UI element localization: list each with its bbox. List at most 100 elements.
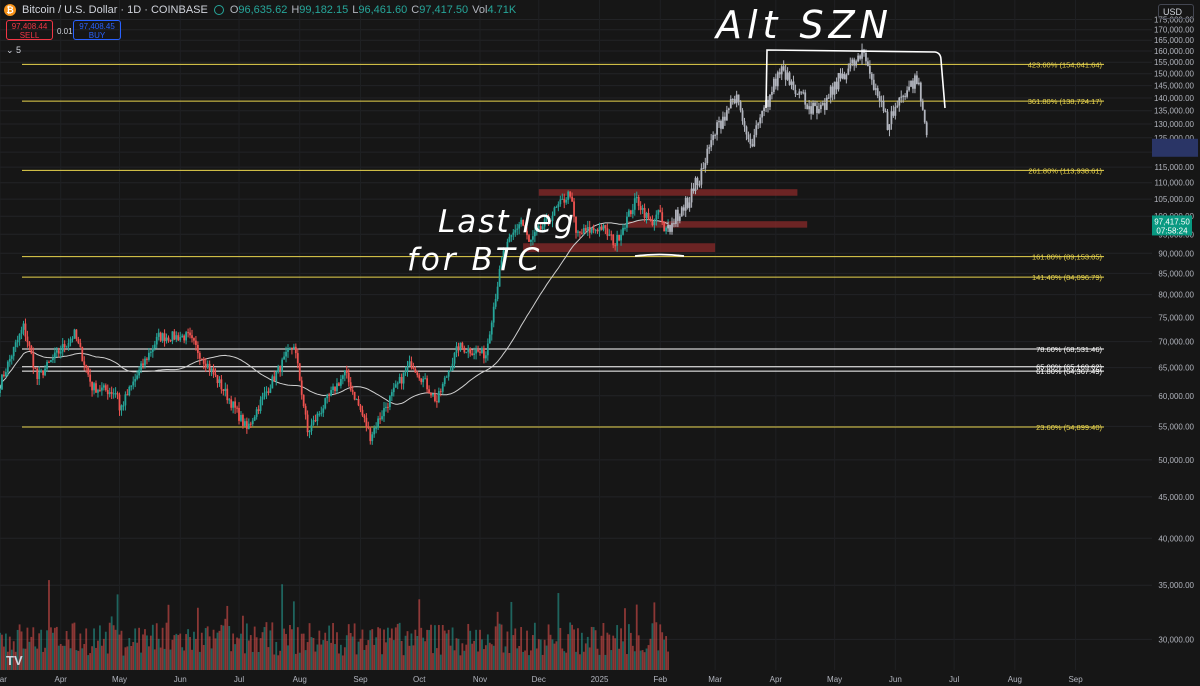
candle-body xyxy=(535,230,538,233)
candle-body xyxy=(4,372,7,377)
projection-candle-body xyxy=(915,75,918,85)
candle-body xyxy=(416,372,419,376)
spread-value: 0.01 xyxy=(57,27,73,36)
currency-selector[interactable]: USD xyxy=(1158,4,1194,19)
candle-body xyxy=(106,390,109,395)
projection-candle-body xyxy=(904,95,907,97)
projection-candle-body xyxy=(772,78,775,92)
volume-bar xyxy=(216,632,219,670)
projection-candle-body xyxy=(923,109,926,123)
volume-bar xyxy=(392,640,395,670)
projection-candle-body xyxy=(898,97,901,106)
candle-body xyxy=(522,219,525,226)
candle-body xyxy=(387,406,389,408)
volume-bar xyxy=(369,630,372,670)
candle-body xyxy=(475,350,477,354)
volume-bar xyxy=(563,651,566,670)
projection-candle-body xyxy=(888,124,891,130)
x-tick-label: Mar xyxy=(0,675,7,684)
candle-body xyxy=(57,350,60,354)
candle-body xyxy=(357,399,360,406)
candle-body xyxy=(81,346,84,362)
candle-body xyxy=(477,350,479,352)
candle-body xyxy=(302,394,305,407)
candle-body xyxy=(404,370,407,373)
volume-bar xyxy=(69,648,72,670)
candle-body xyxy=(34,367,37,369)
y-tick-label: 110,000.00 xyxy=(1155,179,1195,188)
volume-bar xyxy=(561,648,564,670)
volume-bar xyxy=(261,632,264,670)
volume-bar xyxy=(375,637,378,670)
candle-body xyxy=(508,236,511,242)
volume-bar xyxy=(557,593,560,670)
indicator-collapse-button[interactable]: ⌄ 5 xyxy=(6,45,22,55)
projection-candle-body xyxy=(782,66,785,71)
volume-bar xyxy=(479,629,481,670)
volume-bar xyxy=(410,633,413,670)
projection-candle-body xyxy=(919,82,922,102)
volume-bar xyxy=(12,641,15,670)
projection-candle-body xyxy=(729,99,732,109)
candle-body xyxy=(218,379,221,384)
candle-body xyxy=(44,368,46,376)
volume-bar xyxy=(361,629,364,670)
volume-bar xyxy=(420,627,423,670)
candle-body xyxy=(635,196,638,199)
volume-bar xyxy=(339,644,342,670)
candle-body xyxy=(242,414,244,426)
volume-bar xyxy=(449,645,452,670)
volume-bar xyxy=(667,651,669,670)
candle-body xyxy=(412,367,415,370)
volume-bar xyxy=(441,624,444,670)
volume-bar xyxy=(653,602,656,670)
fib-label: 65.00% (65,169.62) xyxy=(1036,363,1102,372)
projection-candle-body xyxy=(694,177,697,192)
projection-candle-body xyxy=(865,52,867,62)
candle-body xyxy=(200,358,203,360)
candle-body xyxy=(439,391,442,393)
candle-body xyxy=(414,369,417,373)
projection-candle-body xyxy=(884,111,887,113)
candle-body xyxy=(53,352,56,359)
symbol-title[interactable]: Bitcoin / U.S. Dollar · 1D · COINBASE xyxy=(22,4,208,16)
volume-bar xyxy=(208,636,211,670)
price-axis-bg xyxy=(1152,0,1200,686)
volume-bar xyxy=(457,638,460,670)
candle-body xyxy=(3,374,5,377)
x-tick-label: Mar xyxy=(708,675,722,684)
candle-body xyxy=(445,376,448,378)
volume-bar xyxy=(289,625,291,670)
buy-button[interactable]: 97,408.45 BUY xyxy=(73,20,121,40)
candle-body xyxy=(663,222,666,232)
candle-body xyxy=(408,361,411,367)
volume-bar xyxy=(592,627,595,670)
projection-candle-body xyxy=(810,106,813,114)
candle-body xyxy=(69,339,72,343)
sell-button[interactable]: 97,408.44 SELL xyxy=(6,20,53,40)
volume-bar xyxy=(81,648,84,670)
volume-bar xyxy=(296,627,299,670)
candle-body xyxy=(130,385,133,387)
y-tick-label: 80,000.00 xyxy=(1158,291,1194,300)
projection-candle-body xyxy=(819,104,822,110)
candle-body xyxy=(18,333,21,340)
candle-body xyxy=(341,375,344,379)
volume-bar xyxy=(463,650,466,670)
candle-body xyxy=(269,388,272,393)
volume-bar xyxy=(222,625,225,670)
candle-body xyxy=(435,401,438,403)
candle-body xyxy=(195,340,197,345)
projection-candle-body xyxy=(835,81,838,90)
volume-bar xyxy=(541,654,544,670)
candle-body xyxy=(655,214,658,221)
candle-body xyxy=(610,234,613,236)
volume-bar xyxy=(175,633,178,670)
projection-candle-body xyxy=(686,197,689,208)
projection-candle-body xyxy=(790,81,793,85)
projection-candle-body xyxy=(786,72,789,80)
x-tick-label: Aug xyxy=(1008,675,1022,684)
candle-body xyxy=(36,368,39,379)
candle-body xyxy=(457,346,460,351)
